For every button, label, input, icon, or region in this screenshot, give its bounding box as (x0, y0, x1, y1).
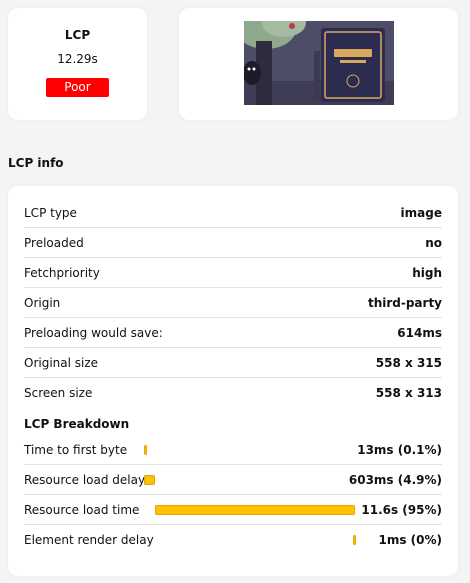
info-row-value: image (400, 206, 442, 220)
breakdown-bar-render-delay (353, 535, 356, 545)
lcp-element-thumbnail (244, 21, 394, 105)
lcp-metric-title: LCP (64, 28, 91, 42)
breakdown-row-value: 1ms (0%) (378, 533, 442, 547)
lcp-info-card: LCP type image Preloaded no Fetchpriorit… (8, 186, 458, 576)
breakdown-row-value: 13ms (0.1%) (357, 443, 442, 457)
breakdown-row-value: 11.6s (95%) (361, 503, 442, 517)
info-row-value: 614ms (397, 326, 442, 340)
info-row-label: LCP type (24, 206, 77, 220)
info-row-original-size: Original size 558 x 315 (24, 348, 442, 378)
lcp-rating-badge: Poor (46, 78, 109, 97)
breakdown-row-load-delay: Resource load delay 603ms (4.9%) (24, 465, 442, 495)
info-row-preloaded: Preloaded no (24, 228, 442, 258)
breakdown-bar-track (144, 445, 356, 455)
breakdown-bar-load-time (154, 505, 355, 515)
breakdown-bar-track (144, 535, 356, 545)
lcp-breakdown-heading: LCP Breakdown (24, 417, 130, 431)
info-row-label: Preloading would save: (24, 326, 163, 340)
breakdown-row-label: Time to first byte (24, 443, 128, 457)
lcp-info-heading: LCP info (8, 156, 64, 170)
info-row-fetchpriority: Fetchpriority high (24, 258, 442, 288)
lcp-metric-card: LCP 12.29s Poor (8, 8, 147, 120)
breakdown-bar-track (144, 475, 356, 485)
info-row-value: high (412, 266, 442, 280)
info-row-preload-savings: Preloading would save: 614ms (24, 318, 442, 348)
info-row-lcp-type: LCP type image (24, 198, 442, 228)
info-row-origin: Origin third-party (24, 288, 442, 318)
info-row-label: Original size (24, 356, 99, 370)
info-row-value: no (425, 236, 442, 250)
summary-row: LCP 12.29s Poor (8, 8, 458, 120)
breakdown-row-ttfb: Time to first byte 13ms (0.1%) (24, 435, 442, 465)
breakdown-bar-load-delay (144, 475, 155, 485)
breakdown-row-label: Resource load time (24, 503, 140, 517)
info-row-screen-size: Screen size 558 x 313 (24, 378, 442, 408)
info-row-value: third-party (367, 296, 442, 310)
lcp-element-preview-card (179, 8, 458, 120)
info-row-label: Preloaded (24, 236, 84, 250)
info-row-label: Fetchpriority (24, 266, 100, 280)
breakdown-row-load-time: Resource load time 11.6s (95%) (24, 495, 442, 525)
breakdown-bar-track (144, 505, 356, 515)
info-row-value: 558 x 313 (375, 386, 442, 400)
info-row-label: Origin (24, 296, 61, 310)
breakdown-bar-ttfb (144, 445, 147, 455)
breakdown-row-label: Resource load delay (24, 473, 146, 487)
info-row-value: 558 x 315 (375, 356, 442, 370)
info-row-label: Screen size (24, 386, 93, 400)
lcp-metric-value: 12.29s (57, 52, 98, 66)
breakdown-row-label: Element render delay (24, 533, 154, 547)
breakdown-row-value: 603ms (4.9%) (348, 473, 442, 487)
breakdown-row-render-delay: Element render delay 1ms (0%) (24, 525, 442, 555)
